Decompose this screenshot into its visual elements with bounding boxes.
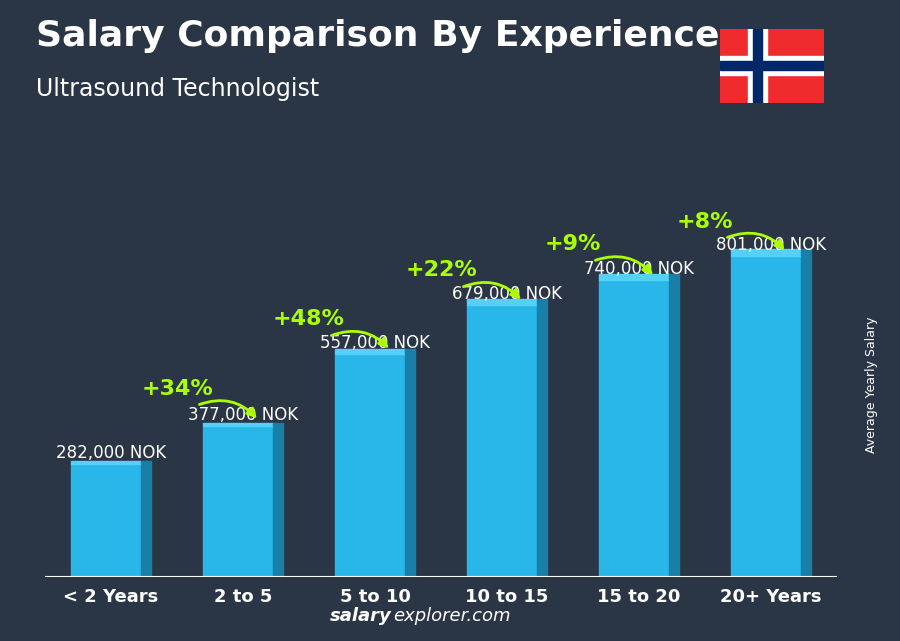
Text: Average Yearly Salary: Average Yearly Salary <box>865 317 878 453</box>
Bar <box>720 61 824 71</box>
Bar <box>273 426 283 577</box>
Bar <box>669 274 679 281</box>
Bar <box>405 349 415 354</box>
FancyArrowPatch shape <box>727 233 783 248</box>
Bar <box>273 422 283 426</box>
Text: 282,000 NOK: 282,000 NOK <box>56 444 166 462</box>
Text: +8%: +8% <box>677 212 733 231</box>
Bar <box>336 349 405 354</box>
Bar <box>599 274 669 281</box>
Text: 740,000 NOK: 740,000 NOK <box>584 260 694 278</box>
Text: +22%: +22% <box>405 260 477 281</box>
Bar <box>141 462 150 464</box>
Bar <box>141 464 150 577</box>
Bar <box>801 249 811 256</box>
Bar <box>467 305 537 577</box>
Text: +9%: +9% <box>544 235 601 254</box>
Bar <box>71 464 141 577</box>
Text: Ultrasound Technologist: Ultrasound Technologist <box>36 77 320 101</box>
Bar <box>599 281 669 577</box>
Text: +34%: +34% <box>141 379 213 399</box>
Text: 679,000 NOK: 679,000 NOK <box>452 285 562 303</box>
Bar <box>753 29 762 103</box>
Text: 557,000 NOK: 557,000 NOK <box>320 334 430 352</box>
Bar <box>748 29 767 103</box>
Bar <box>732 256 801 577</box>
Bar <box>537 299 546 305</box>
Bar <box>203 426 273 577</box>
Text: explorer.com: explorer.com <box>393 607 511 625</box>
Text: +48%: +48% <box>273 310 345 329</box>
Bar <box>336 354 405 577</box>
Bar <box>405 354 415 577</box>
Bar <box>801 256 811 577</box>
Text: salary: salary <box>329 607 392 625</box>
FancyArrowPatch shape <box>596 256 651 273</box>
FancyArrowPatch shape <box>200 401 255 417</box>
Text: Salary Comparison By Experience: Salary Comparison By Experience <box>36 19 719 53</box>
FancyArrowPatch shape <box>464 283 518 297</box>
Text: 801,000 NOK: 801,000 NOK <box>716 236 826 254</box>
Bar <box>720 56 824 75</box>
Bar <box>537 305 546 577</box>
Bar <box>71 462 141 464</box>
Text: 377,000 NOK: 377,000 NOK <box>188 406 298 424</box>
Bar <box>467 299 537 305</box>
Bar <box>669 281 679 577</box>
FancyArrowPatch shape <box>331 331 387 346</box>
Bar <box>203 422 273 426</box>
Bar <box>732 249 801 256</box>
